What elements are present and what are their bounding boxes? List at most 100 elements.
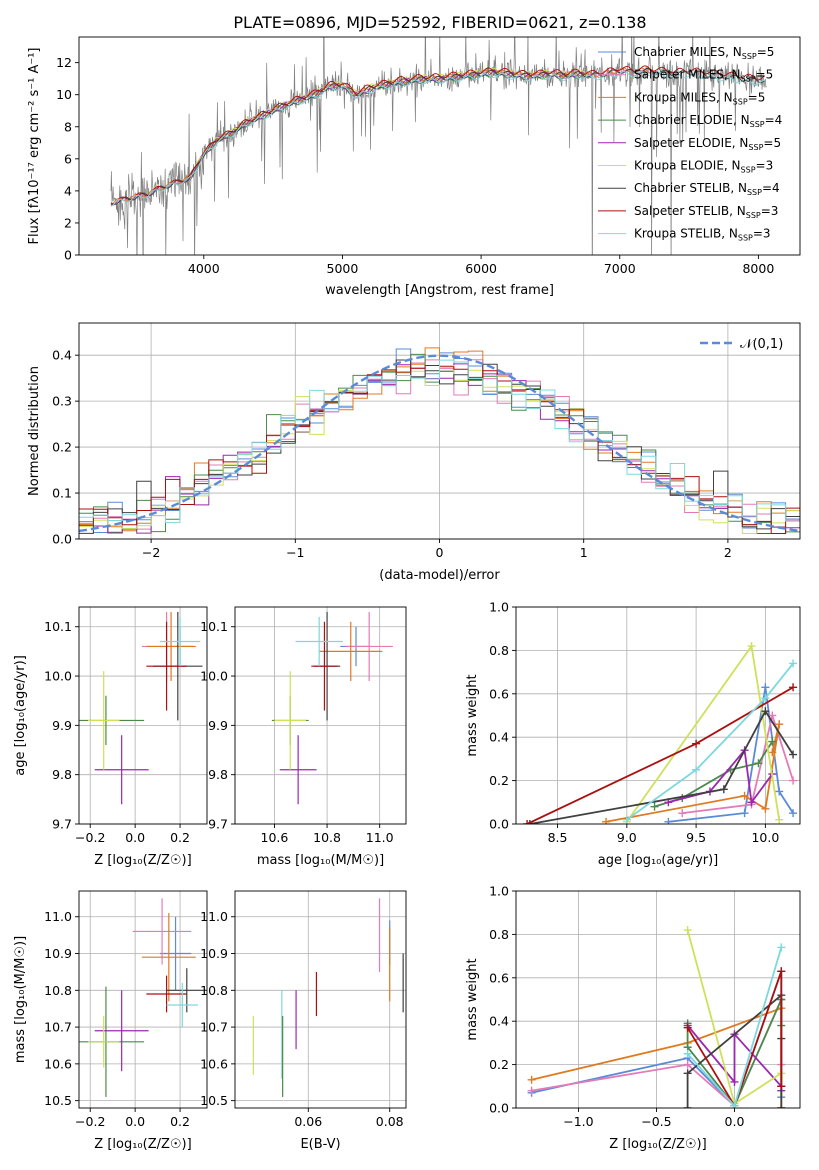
y-tick-label: 0.8 [489,927,509,942]
y-tick-label: 0.2 [52,440,72,455]
y-tick-label: 10 [56,87,72,102]
y-tick-label: 10.0 [200,669,228,684]
legend-label: Chabrier ELODIE, NSSP=4 [634,113,782,129]
data-spectrum-line [110,37,767,255]
plus-marker [664,817,673,824]
plus-marker [730,1101,739,1108]
x-axis-label: age [log₁₀(age/yr)] [598,853,719,868]
plus-marker [719,785,728,794]
plus-marker [683,1104,692,1108]
plus-marker [650,802,659,811]
x-tick-label: −0.5 [641,1114,671,1129]
legend-label: Chabrier STELIB, NSSP=4 [634,181,780,197]
plus-marker [768,737,777,746]
plus-marker [775,815,784,824]
y-tick-label: 0.4 [52,348,72,363]
x-tick-label: −2 [142,545,160,560]
error-bar-point [166,982,199,1028]
y-tick-label: 4 [64,183,72,198]
error-bar-point [87,1016,120,1068]
panel-mass_vs_Z: −0.2 0.0 0.2 10.5 10.6 10.7 10.8 10.9 11.0 Z [log… [13,890,208,1152]
plus-marker [754,759,763,768]
y-tick-label: 11.0 [200,909,228,924]
axes-frame [234,606,407,825]
x-tick-label: 0.0 [125,830,145,845]
x-axis-label: (data-model)/error [379,568,500,583]
y-tick-label: 0.6 [489,686,509,701]
y-tick-label: 10.5 [44,1093,72,1108]
axes-frame [78,890,208,1109]
axes-frame [78,606,208,825]
error-bar-point [146,611,196,681]
x-tick-label: 9.5 [686,830,706,845]
x-tick-label: 0.2 [170,830,190,845]
histogram-series [79,359,800,524]
x-tick-label: −1.0 [563,1114,593,1129]
x-tick-label: 7000 [604,261,636,276]
y-axis-label: mass [log₁₀(M/M☉)] [13,936,28,1063]
x-tick-label: 2 [724,545,732,560]
x-axis-label: Z [log₁₀(Z/Z☉)] [94,853,191,868]
model-line [110,65,766,205]
plus-marker [777,1104,786,1108]
x-axis-label: E(B-V) [300,1137,340,1152]
y-tick-label: 10.8 [200,983,228,998]
y-tick-label: 9.7 [208,817,228,832]
x-tick-label: 0.06 [294,1114,322,1129]
y-tick-label: 9.7 [52,817,72,832]
legend-label: Salpeter STELIB, NSSP=3 [634,204,778,220]
y-tick-label: 11.0 [44,909,72,924]
y-tick-label: 0.0 [489,817,509,832]
x-tick-label: 10.6 [261,830,289,845]
weight-line [529,709,794,824]
y-tick-label: 10.0 [44,669,72,684]
plot-content [79,898,207,1097]
plus-marker [692,739,701,748]
x-tick-label: 11.0 [366,830,394,845]
y-tick-label: 10.7 [200,1020,228,1035]
error-bar-point [345,611,393,681]
y-tick-label: 1.0 [489,884,509,899]
legend-label: Kroupa MILES, NSSP=5 [634,90,765,106]
y-tick-label: 0.8 [489,643,509,658]
plot-area [235,607,406,824]
plus-marker [789,659,798,668]
plus-marker [747,798,756,807]
plot-area [235,891,406,1108]
plot-content [252,898,404,1097]
weight-line [682,712,794,814]
error-bar-point [159,616,201,667]
y-axis-label: mass weight [465,958,480,1040]
y-tick-label: 0.1 [52,486,72,501]
x-axis-label: wavelength [Angstrom, rest frame] [325,283,554,298]
y-tick-label: 9.8 [52,767,72,782]
plus-marker [683,1049,692,1058]
x-tick-label: −0.2 [75,830,105,845]
y-tick-label: 10.5 [200,1093,228,1108]
plus-marker [777,943,786,952]
plus-marker [775,720,784,729]
plot-area [516,891,800,1108]
plus-marker [777,1082,786,1091]
error-bar-point [319,621,383,681]
plus-marker [789,809,798,818]
plus-marker [761,707,770,716]
x-tick-label: 0.2 [170,1114,190,1129]
y-tick-label: 0.3 [52,394,72,409]
y-tick-label: 0.6 [489,970,509,985]
legend: Chabrier MILES, NSSP=5 Salpeter MILES, NS… [598,45,782,243]
plot-content [271,611,393,805]
weight-line [686,971,783,1108]
plus-marker [740,791,749,800]
figure-title: PLATE=0896, MJD=52592, FIBERID=0621, z=0… [233,13,646,32]
panel-residuals: −2 −1 0 1 2 0.0 0.1 0.2 0.3 0.4 𝒩(0,1) (data-model)… [27,322,801,583]
plus-marker [527,1075,536,1084]
plot-content [523,642,798,824]
panel-spectrum: 4000 5000 6000 7000 8000 0 2 4 6 8 10 12 Chabrier MI… [27,36,801,298]
legend-label: Kroupa STELIB, NSSP=3 [634,227,771,243]
plus-marker [768,748,777,757]
plus-marker [777,967,786,976]
x-tick-label: −1 [286,545,304,560]
